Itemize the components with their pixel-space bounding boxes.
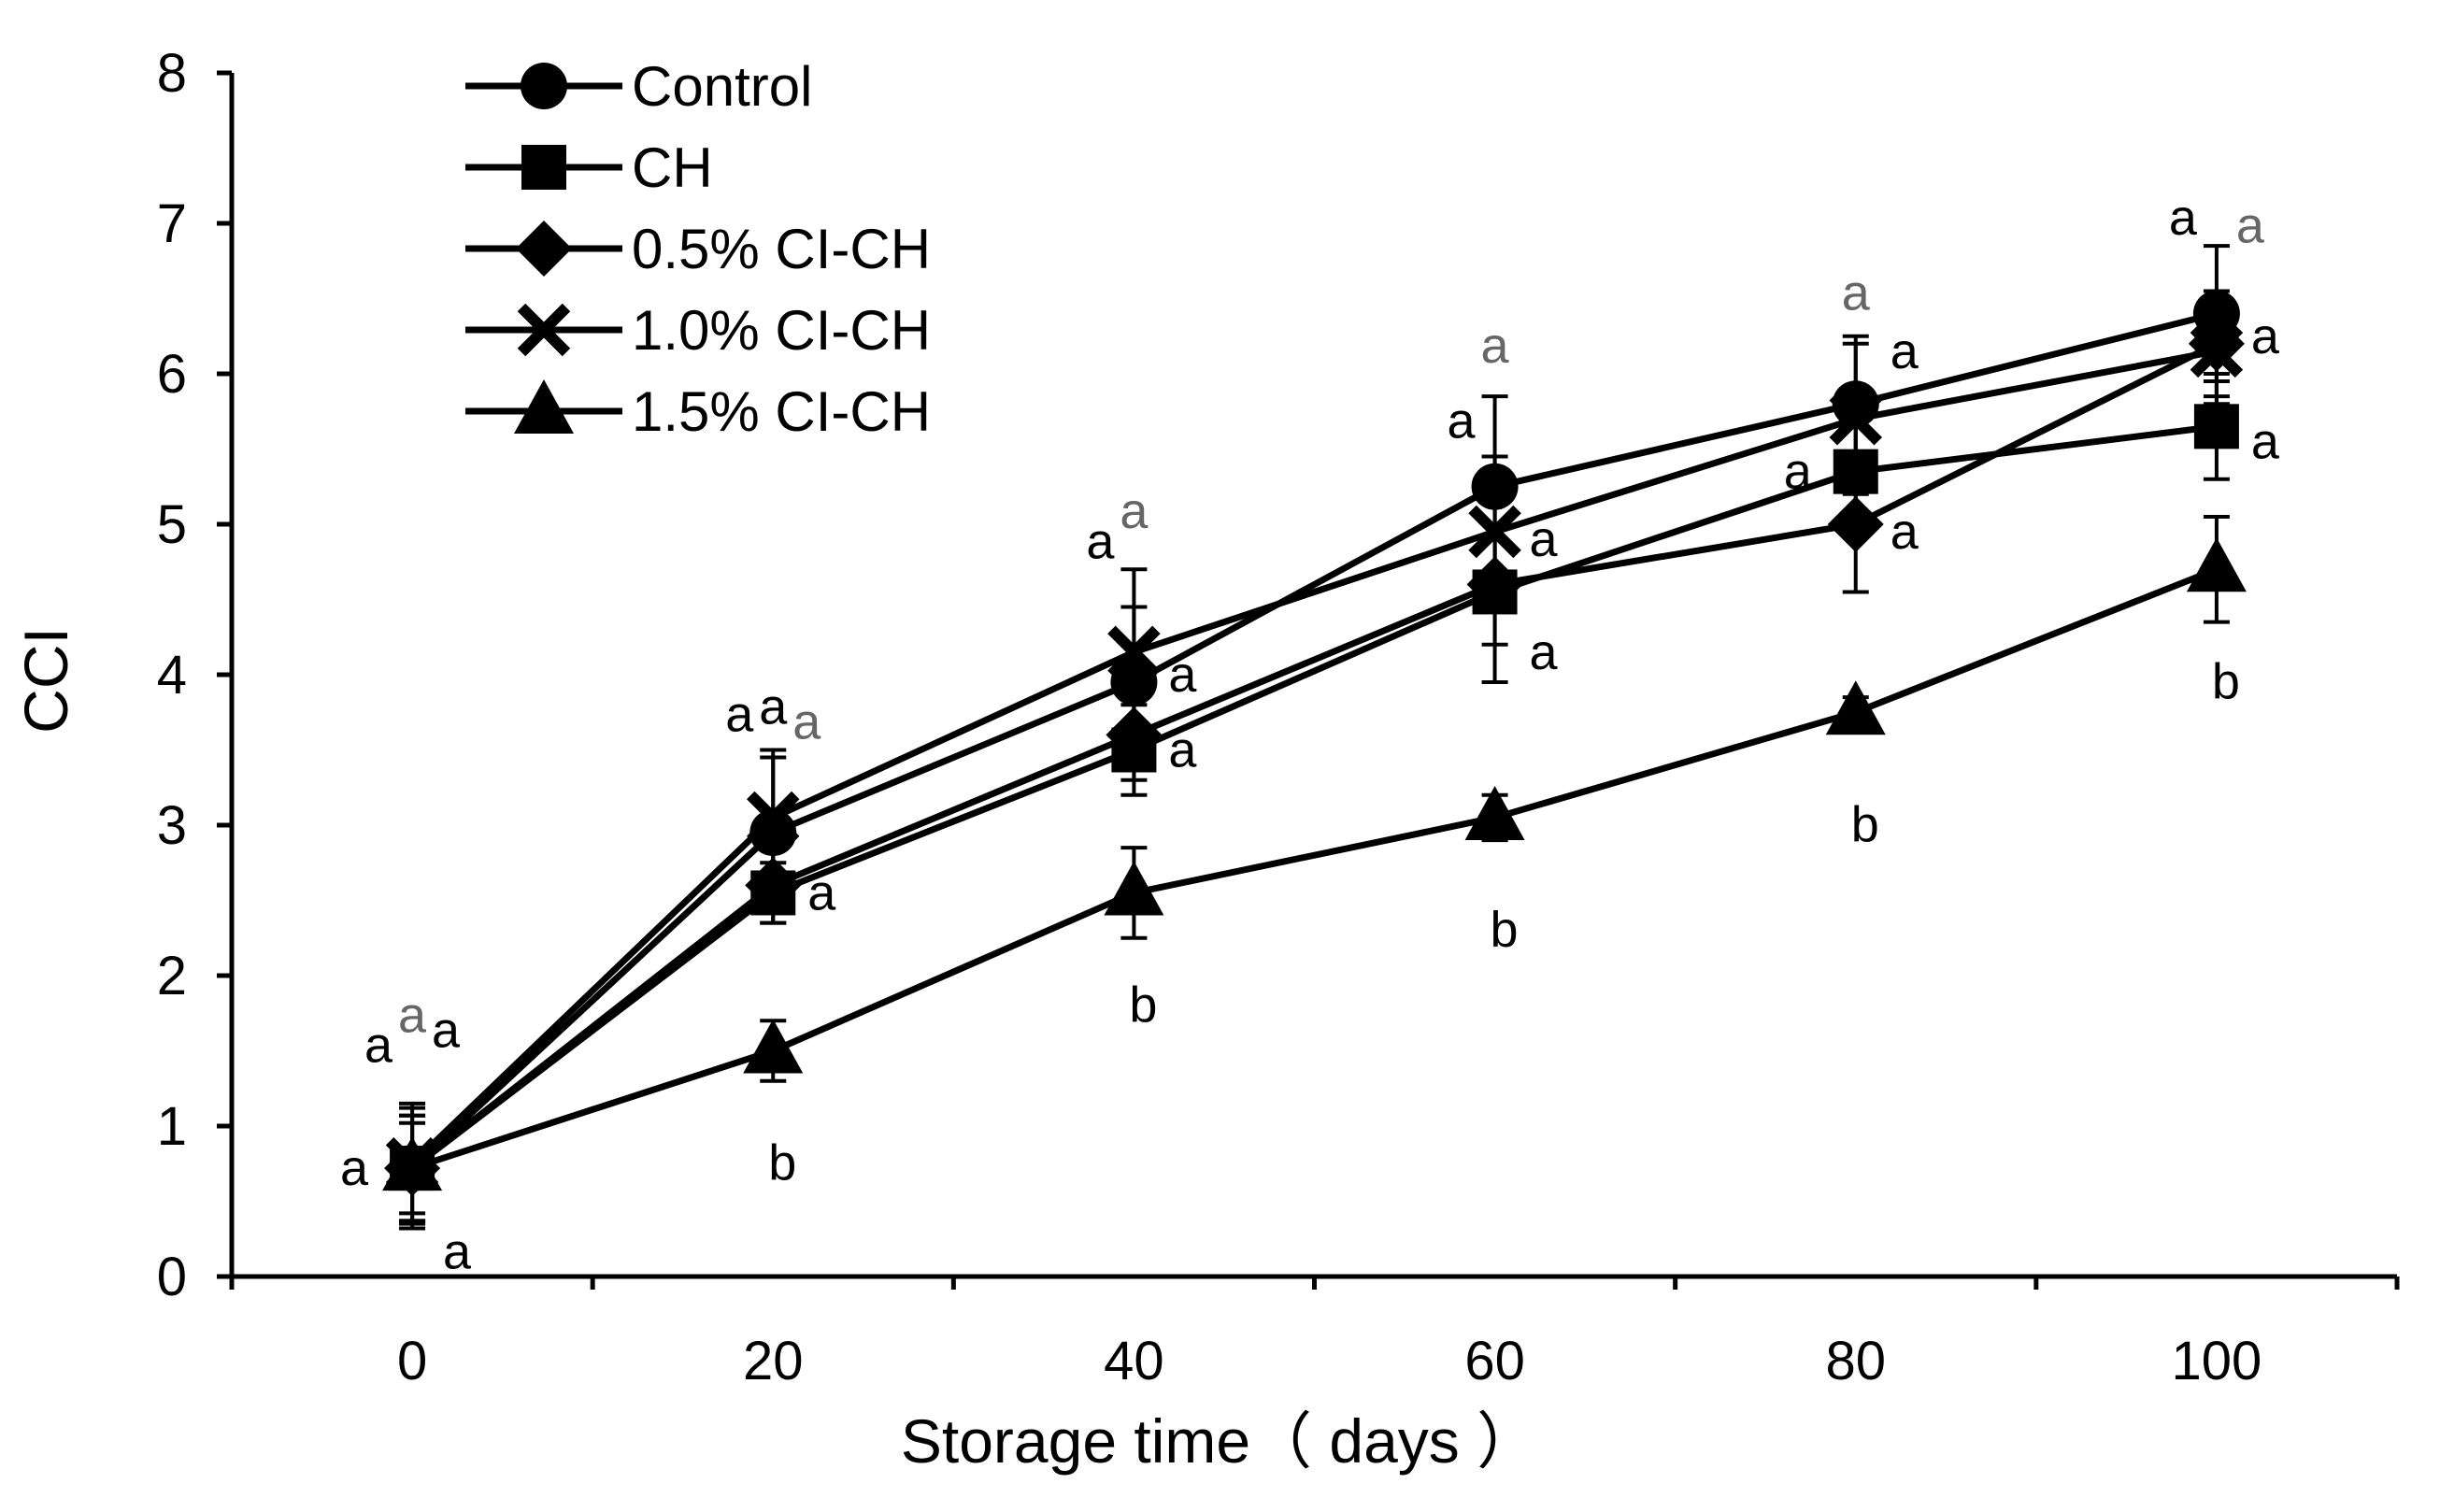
legend-marker-square xyxy=(521,145,566,190)
significance-label: b xyxy=(768,1135,796,1191)
legend-entry-0: Control xyxy=(465,55,812,118)
significance-label: a xyxy=(1481,318,1510,374)
point-triangle xyxy=(2186,537,2247,592)
significance-label: a xyxy=(340,1140,369,1196)
significance-label: a xyxy=(1168,722,1197,778)
legend-entry-3: 1.0% CI-CH xyxy=(465,299,931,362)
legend-entry-4: 1.5% CI-CH xyxy=(465,379,931,443)
significance-label: a xyxy=(807,864,836,920)
significance-label: b xyxy=(1129,977,1157,1033)
significance-label: a xyxy=(1842,265,1871,321)
legend: Control CH 0.5% CI-CH 1.0% CI-CH 1.5% CI-CH xyxy=(465,55,931,443)
significance-label: a xyxy=(2169,190,2198,246)
significance-label: a xyxy=(759,678,788,735)
significance-label: a xyxy=(2251,308,2280,364)
point-triangle xyxy=(382,1136,443,1191)
point-diamond xyxy=(1827,496,1884,552)
significance-label: a xyxy=(725,687,754,743)
legend-label: 1.0% CI-CH xyxy=(632,299,931,362)
point-circle xyxy=(1832,380,1879,428)
point-circle xyxy=(1471,463,1519,510)
significance-label: a xyxy=(1120,483,1149,539)
point-triangle xyxy=(1825,680,1886,735)
legend-marker-x xyxy=(517,303,571,357)
y-tick-label: 6 xyxy=(157,344,187,405)
legend-label: CH xyxy=(632,136,713,199)
point-x xyxy=(2190,324,2244,378)
significance-label: b xyxy=(1851,796,1879,852)
x-tick-label: 0 xyxy=(397,1331,427,1391)
significance-label: a xyxy=(1891,504,1919,560)
x-tick-label: 20 xyxy=(743,1331,804,1391)
legend-label: Control xyxy=(632,55,812,118)
series-line-2 xyxy=(409,340,2219,1171)
y-tick-label: 5 xyxy=(157,494,187,555)
series-markers xyxy=(382,290,2247,1197)
significance-label: a xyxy=(792,694,821,750)
series-line-4 xyxy=(411,566,2219,1172)
x-tick-label: 100 xyxy=(2172,1331,2262,1391)
x-tick-label: 60 xyxy=(1464,1331,1525,1391)
y-tick-label: 8 xyxy=(157,43,187,104)
point-square xyxy=(1833,449,1878,494)
legend-marker-diamond xyxy=(516,221,572,277)
significance-label: a xyxy=(398,988,427,1044)
legend-label: 0.5% CI-CH xyxy=(632,218,931,280)
significance-label: b xyxy=(1491,902,1519,958)
y-tick-label: 0 xyxy=(157,1247,187,1307)
point-x xyxy=(1468,505,1521,559)
significance-label: b xyxy=(2212,653,2240,709)
significance-label: a xyxy=(2251,413,2280,469)
point-diamond xyxy=(1106,706,1163,763)
legend-marker-circle xyxy=(521,63,567,109)
legend-marker-triangle xyxy=(514,379,574,434)
significance-label: a xyxy=(1168,647,1197,703)
point-triangle xyxy=(1464,785,1525,840)
significance-label: a xyxy=(364,1018,393,1074)
significance-label: a xyxy=(1448,393,1477,449)
point-triangle xyxy=(1104,861,1164,916)
x-tick-label: 80 xyxy=(1825,1331,1886,1391)
point-x xyxy=(1107,625,1161,679)
series-line-3 xyxy=(409,348,2218,1166)
significance-label: a xyxy=(443,1224,472,1280)
point-diamond xyxy=(745,857,802,914)
point-square xyxy=(2193,404,2239,449)
significance-label: a xyxy=(432,1003,461,1059)
series-line-1 xyxy=(409,422,2218,1171)
significance-label: a xyxy=(1530,511,1559,567)
significance-label: a xyxy=(1086,513,1115,569)
point-x xyxy=(1829,392,1882,446)
y-tick-label: 4 xyxy=(157,645,187,706)
point-circle xyxy=(2192,290,2240,337)
x-axis-title: Storage time（ days ） xyxy=(901,1406,1538,1476)
significance-label: a xyxy=(2236,197,2265,253)
legend-label: 1.5% CI-CH xyxy=(632,380,931,443)
y-tick-label: 2 xyxy=(157,946,187,1006)
y-tick-label: 1 xyxy=(157,1096,187,1157)
point-circle xyxy=(749,809,797,857)
significance-label: a xyxy=(1530,624,1559,680)
y-axis-title: CCI xyxy=(11,627,80,734)
point-triangle xyxy=(743,1019,804,1074)
significance-label: a xyxy=(1784,444,1813,500)
point-x xyxy=(747,791,800,845)
point-diamond xyxy=(1466,556,1523,613)
x-tick-label: 40 xyxy=(1104,1331,1164,1391)
y-tick-label: 7 xyxy=(157,193,187,254)
series-lines xyxy=(409,310,2219,1172)
legend-entry-2: 0.5% CI-CH xyxy=(465,218,931,280)
legend-entry-1: CH xyxy=(465,136,713,199)
series-line-0 xyxy=(409,310,2218,1171)
y-tick-label: 3 xyxy=(157,795,187,856)
significance-label: a xyxy=(1891,323,1919,379)
